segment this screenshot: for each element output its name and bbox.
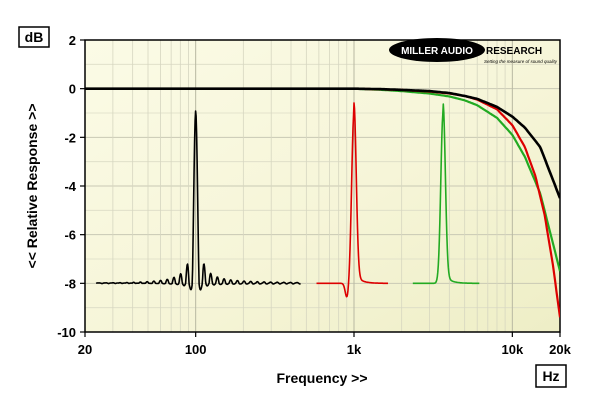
impulse-trace-3 (412, 103, 480, 285)
logo-right-text: RESEARCH (486, 46, 542, 57)
response-curve-1 (85, 87, 560, 199)
y-tick-labels: 2 0 -2 -4 -6 -8 -10 (57, 33, 77, 340)
plot-frame (84, 39, 561, 333)
brand-logo: MILLER AUDIO RESEARCH Setting the measur… (389, 38, 558, 64)
x-unit-box: Hz (535, 364, 567, 388)
x-tick-label: 20k (549, 342, 571, 357)
y-tick-label: 0 (69, 82, 76, 97)
y-unit-label: dB (25, 29, 44, 45)
x-tick-label: 1k (347, 342, 362, 357)
y-tick-label: -10 (57, 325, 76, 340)
impulse-trace-1 (95, 110, 301, 291)
y-tick-label: -8 (64, 276, 76, 291)
y-unit-box: dB (18, 26, 50, 48)
y-tick-label: -6 (64, 228, 76, 243)
impulse-trace-2 (316, 102, 389, 298)
y-tick-label: -2 (64, 130, 76, 145)
x-tick-label: 10k (501, 342, 523, 357)
x-tick-label: 100 (185, 342, 207, 357)
y-tick-label: 2 (69, 33, 76, 48)
x-tick-labels: 20 100 1k 10k 20k (78, 342, 572, 357)
series-layer (85, 87, 560, 318)
x-unit-label: Hz (542, 368, 559, 384)
y-tick-label: -4 (64, 179, 76, 194)
x-tick-label: 20 (78, 342, 92, 357)
logo-tagline: Setting the measure of sound quality (484, 59, 558, 64)
logo-left-text: MILLER AUDIO (401, 46, 473, 57)
x-axis-title: Frequency >> (276, 370, 367, 386)
y-axis-title: << Relative Response >> (24, 104, 40, 269)
